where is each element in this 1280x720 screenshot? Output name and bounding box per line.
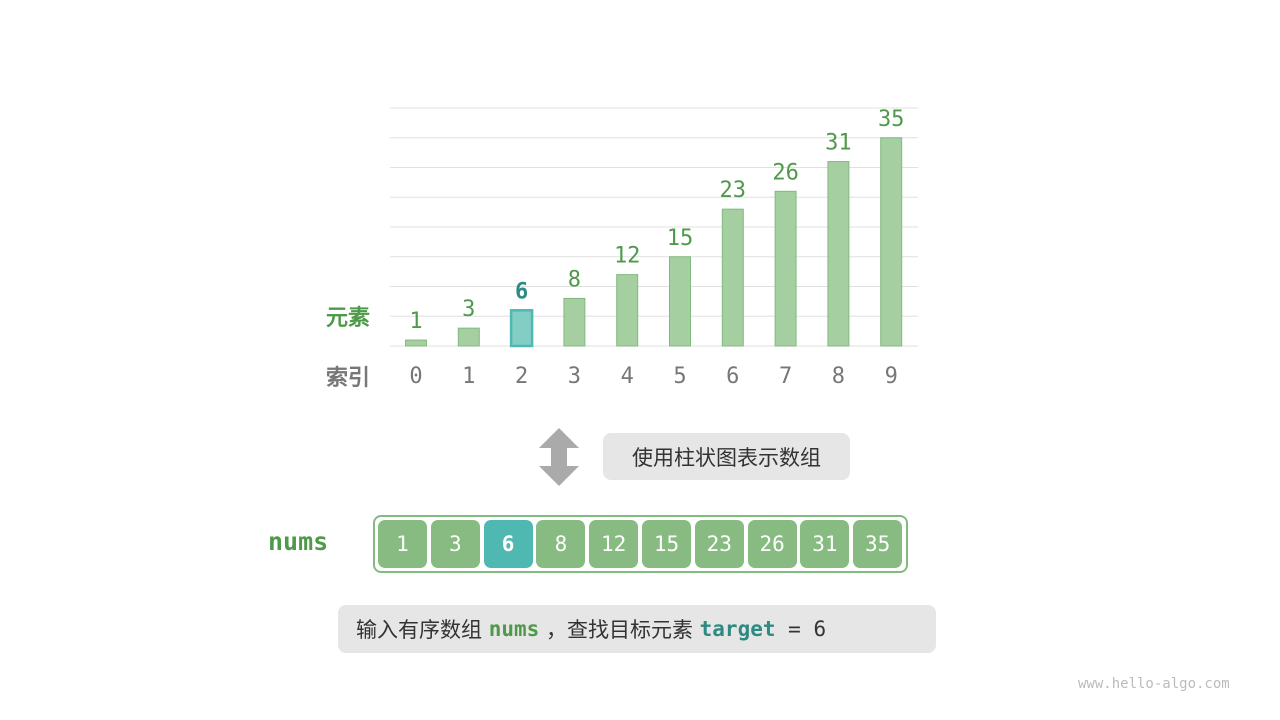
indices-label: 索引 xyxy=(326,366,371,391)
bar-value-label: 3 xyxy=(462,297,475,322)
array-cell: 6 xyxy=(483,520,533,568)
bar-value-label: 35 xyxy=(878,107,905,132)
bar xyxy=(405,339,427,347)
caption-equals: = xyxy=(788,617,801,641)
bar xyxy=(774,190,797,347)
elements-label: 元素 xyxy=(326,306,371,331)
bar-value-label: 26 xyxy=(772,160,799,185)
bar-value-label: 8 xyxy=(568,267,581,292)
array-cell: 3 xyxy=(430,520,480,568)
index-label: 5 xyxy=(673,364,686,389)
bar-value-label: 12 xyxy=(614,244,641,269)
caption-middle: ，查找目标元素 xyxy=(545,618,693,642)
watermark: www.hello-algo.com xyxy=(1078,676,1230,692)
array-nums: 1 3 6 8 12 15 23 26 31 35 xyxy=(373,515,908,573)
bar-value-label: 1 xyxy=(409,309,422,334)
array-cell: 15 xyxy=(642,520,691,568)
bar xyxy=(827,161,850,347)
index-label: 1 xyxy=(462,364,475,389)
array-cell: 35 xyxy=(853,520,903,568)
array-cell: 1 xyxy=(378,520,427,568)
array-cell: 31 xyxy=(800,520,850,568)
bar-value-label: 6 xyxy=(515,279,528,304)
bar xyxy=(616,274,639,347)
index-label: 9 xyxy=(885,364,898,389)
bar xyxy=(563,297,586,347)
bar xyxy=(457,327,480,347)
bar xyxy=(509,309,534,348)
array-cell: 12 xyxy=(589,520,639,568)
index-label: 3 xyxy=(568,364,581,389)
caption-nums: nums xyxy=(488,617,540,641)
bar xyxy=(880,137,903,347)
bar-value-label: 31 xyxy=(825,131,852,156)
array-cell: 8 xyxy=(536,520,586,568)
index-label: 0 xyxy=(409,364,422,389)
index-label: 4 xyxy=(621,364,634,389)
bar-value-label: 15 xyxy=(667,226,694,251)
caption-bar-chart: 使用柱状图表示数组 xyxy=(603,433,850,480)
caption-value: 6 xyxy=(813,617,827,641)
array-name: nums xyxy=(268,527,329,556)
index-label: 6 xyxy=(726,364,739,389)
array-cell: 26 xyxy=(747,520,797,568)
caption-target: target xyxy=(699,617,776,641)
bar xyxy=(721,208,744,347)
caption-prefix: 输入有序数组 xyxy=(356,618,482,642)
index-label: 7 xyxy=(779,364,792,389)
array-cell: 23 xyxy=(694,520,744,568)
index-label: 2 xyxy=(515,364,528,389)
bar-value-label: 23 xyxy=(720,178,747,203)
index-label: 8 xyxy=(832,364,845,389)
bar xyxy=(669,256,691,347)
double-arrow-icon xyxy=(539,428,579,486)
caption-input: 输入有序数组 nums ，查找目标元素 target = 6 xyxy=(338,605,936,653)
